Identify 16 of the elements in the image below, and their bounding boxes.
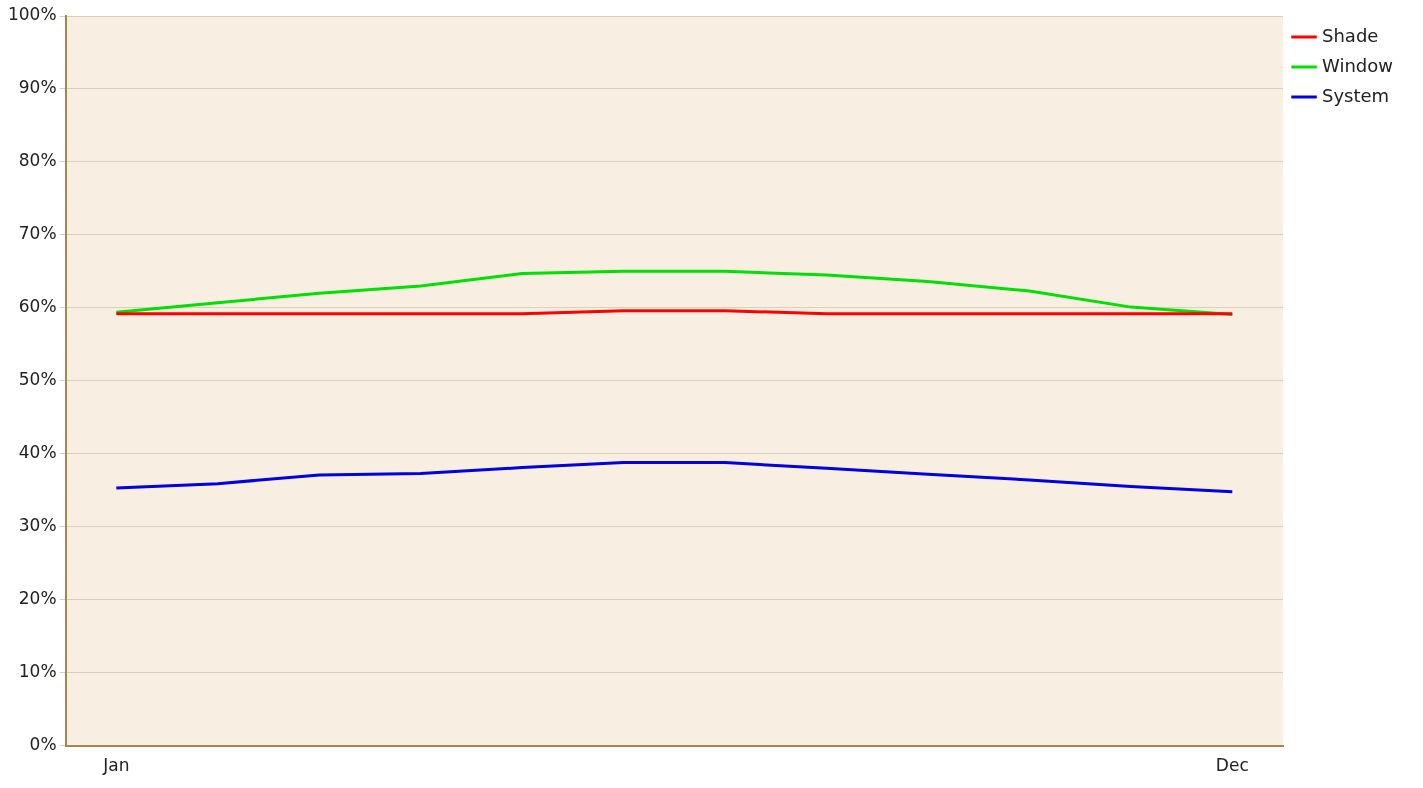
y-tick-label: 100% <box>7 4 57 25</box>
y-tick-label: 20% <box>18 588 57 609</box>
y-tick-label: 40% <box>18 442 57 463</box>
y-tick-label: 30% <box>18 515 57 536</box>
x-tick-label: Dec <box>1215 755 1249 776</box>
y-tick-label: 10% <box>18 661 57 682</box>
y-tick-label: 80% <box>18 150 57 171</box>
y-tick-label: 60% <box>18 296 57 317</box>
legend-label: System <box>1322 84 1390 106</box>
x-tick-label: Jan <box>102 755 130 776</box>
y-tick-label: 50% <box>18 369 57 390</box>
y-tick-label: 0% <box>29 734 57 755</box>
y-tick-label: 70% <box>18 223 57 244</box>
y-tick-label: 90% <box>18 77 57 98</box>
legend-label: Shade <box>1322 24 1379 46</box>
legend-label: Window <box>1322 54 1394 76</box>
